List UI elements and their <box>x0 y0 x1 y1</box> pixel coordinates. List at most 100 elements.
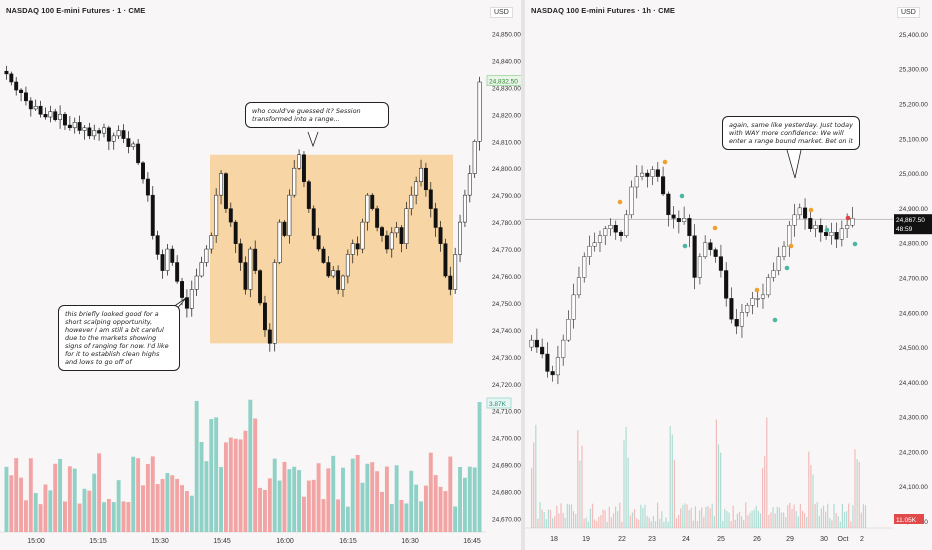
volume-bar <box>292 466 297 532</box>
volume-bar <box>155 484 160 532</box>
volume-bar <box>753 509 755 528</box>
candle-down <box>655 169 660 177</box>
candle-up <box>634 176 639 188</box>
volume-bar <box>111 502 116 532</box>
candle-down <box>43 114 48 118</box>
volume-bar <box>365 463 370 532</box>
volume-bar <box>575 514 577 528</box>
volume-bar <box>443 491 448 532</box>
candle-down <box>170 248 175 263</box>
volume-bar <box>321 499 326 532</box>
volume-bar <box>467 466 472 532</box>
volume-bar <box>9 475 14 532</box>
candle-down <box>534 339 539 348</box>
candle-up <box>365 194 370 223</box>
volume-bar <box>831 520 833 528</box>
callout-confidence-note: again, same like yesterday. Just today w… <box>722 116 860 150</box>
volume-bar <box>345 506 350 532</box>
x-tick-label: 15:30 <box>151 538 169 545</box>
volume-tag-text: 3.87K <box>489 401 507 408</box>
volume-bar <box>267 478 272 532</box>
volume-bar <box>556 505 558 528</box>
right-currency-label[interactable]: USD <box>897 7 920 18</box>
y-tick-label: 24,770.00 <box>492 247 521 254</box>
candle-down <box>243 262 248 290</box>
volume-bar <box>745 502 747 528</box>
candle-down <box>155 235 160 255</box>
x-tick-label: 22 <box>618 536 626 543</box>
volume-bar <box>663 521 665 528</box>
left-chart-svg[interactable]: 24,850.00 24,840.00 24,830.00 24,820.00 24,8… <box>0 0 521 550</box>
volume-bar <box>311 479 316 532</box>
x-tick-label: 16:00 <box>276 538 294 545</box>
volume-bar <box>547 509 549 528</box>
left-chart-panel[interactable]: NASDAQ 100 E-mini Futures · 1 · CME USD … <box>0 0 521 550</box>
volume-bar <box>860 512 862 528</box>
volume-bar <box>533 442 535 528</box>
volume-bar <box>581 445 583 528</box>
volume-bar <box>818 516 820 528</box>
candle-down <box>718 256 723 271</box>
volume-bar <box>638 519 640 528</box>
candle-down <box>28 100 33 110</box>
y-tick-label: 24,100.00 <box>899 484 928 491</box>
volume-bar <box>652 516 654 528</box>
volume-bar <box>194 400 199 532</box>
volume-bar <box>287 469 292 532</box>
candle-down <box>106 127 111 142</box>
volume-bar <box>67 466 72 532</box>
volume-bar <box>633 509 636 528</box>
candle-up <box>640 172 645 177</box>
candle-down <box>267 329 272 344</box>
right-chart-panel[interactable]: NASDAQ 100 E-mini Futures · 1h · CME USD… <box>525 0 932 550</box>
volume-bar <box>579 460 581 528</box>
volume-bar <box>839 521 841 528</box>
volume-bar <box>797 516 799 528</box>
volume-bar <box>570 504 573 528</box>
signal-marker <box>772 317 778 323</box>
x-tick-label: Oct <box>838 536 849 543</box>
volume-bar <box>699 510 701 528</box>
volume-bar <box>621 521 623 528</box>
candle-up <box>131 143 136 147</box>
volume-bar <box>462 477 467 532</box>
volume-bar <box>858 461 860 528</box>
volume-bar <box>228 437 233 532</box>
candle-down <box>63 114 67 126</box>
left-currency-label[interactable]: USD <box>490 7 513 18</box>
candle-up <box>739 312 744 327</box>
x-tick-label: 2 <box>860 536 864 543</box>
signal-marker <box>788 243 794 249</box>
volume-bar <box>766 417 768 528</box>
volume-bar <box>612 513 615 528</box>
volume-bar <box>772 507 774 528</box>
panel-divider[interactable] <box>521 0 525 550</box>
candle-up <box>839 228 844 240</box>
right-chart-svg[interactable]: 25,400.00 25,300.00 25,200.00 25,100.00 25,0… <box>525 0 932 550</box>
volume-bar <box>661 511 663 528</box>
volume-bar <box>180 485 184 532</box>
volume-bar <box>360 482 365 532</box>
volume-bar <box>799 503 801 528</box>
volume-bar <box>747 515 749 528</box>
candle-up <box>781 245 787 257</box>
candle-down <box>618 232 624 236</box>
candle-down <box>136 143 141 164</box>
volume-bar <box>258 487 263 532</box>
candle-up <box>829 232 834 236</box>
candle-down <box>834 232 839 240</box>
volume-bar <box>370 462 375 532</box>
volume-bar <box>399 499 404 532</box>
candle-up <box>624 214 629 236</box>
x-tick-label: 26 <box>753 536 761 543</box>
signal-marker <box>662 159 668 165</box>
volume-bar <box>675 518 678 528</box>
volume-bar <box>589 508 591 528</box>
candle-down <box>145 178 150 196</box>
volume-bar <box>219 467 224 532</box>
y-tick-label: 24,750.00 <box>492 301 521 308</box>
volume-bar <box>862 504 864 528</box>
candle-down <box>180 281 184 298</box>
volume-bar <box>564 517 566 528</box>
volume-bar <box>350 458 355 532</box>
